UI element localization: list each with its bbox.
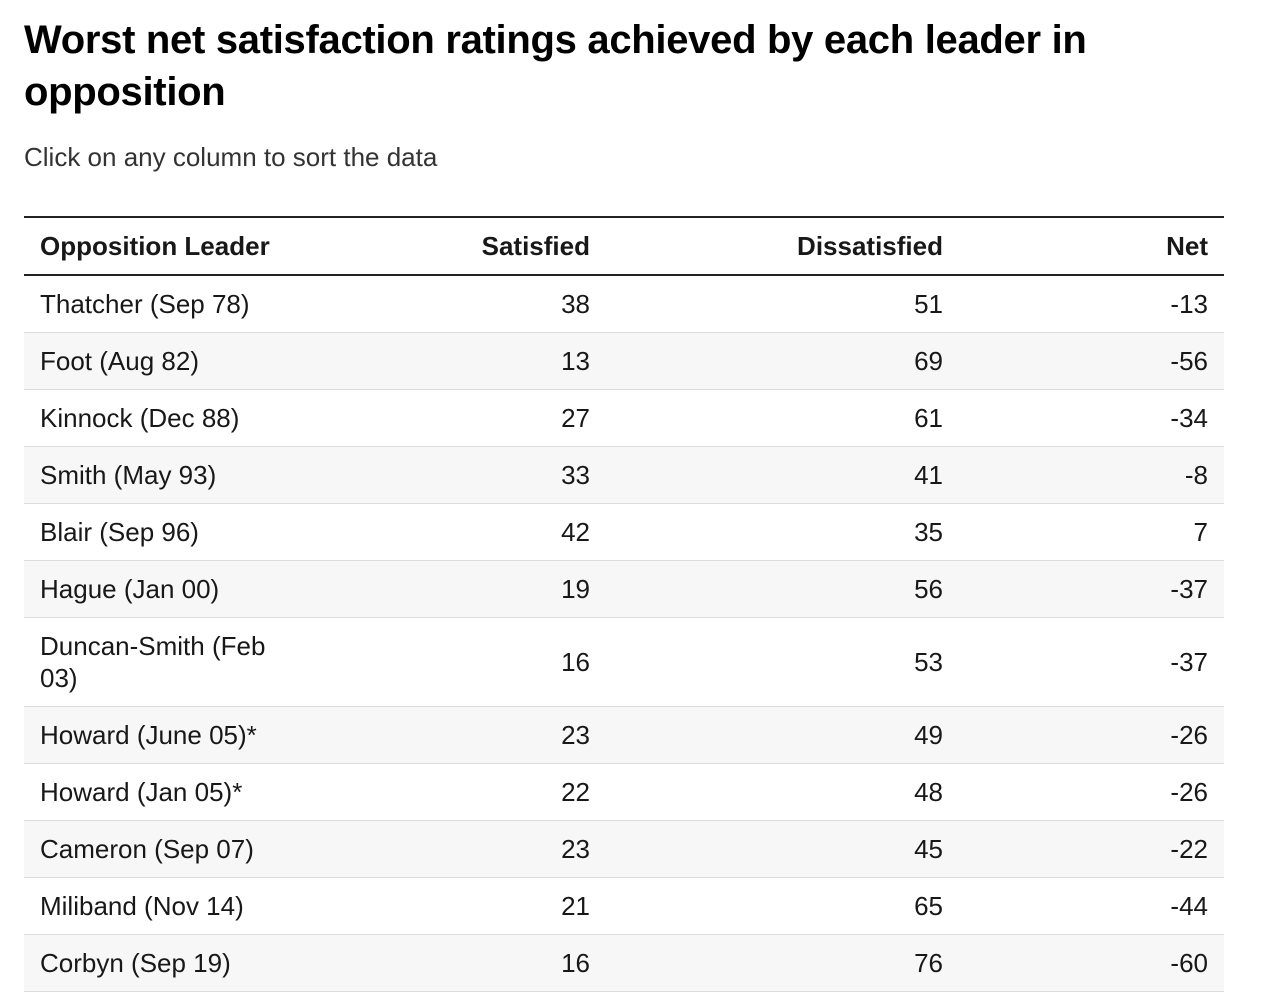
table-row: Corbyn (Sep 19) 16 76 -60 bbox=[24, 934, 1224, 992]
value-cell: 33 bbox=[300, 446, 606, 504]
table-row: Cameron (Sep 07) 23 45 -22 bbox=[24, 820, 1224, 878]
table-row: Thatcher (Sep 78) 38 51 -13 bbox=[24, 275, 1224, 333]
table-row: Howard (Jan 05)* 22 48 -26 bbox=[24, 763, 1224, 821]
value-cell: 23 bbox=[300, 820, 606, 878]
value-cell: 53 bbox=[606, 617, 959, 707]
value-cell: 23 bbox=[300, 706, 606, 764]
value-cell: 76 bbox=[606, 934, 959, 992]
leader-cell: Howard (June 05)* bbox=[24, 706, 300, 764]
value-cell: 41 bbox=[606, 446, 959, 504]
value-cell: 21 bbox=[300, 877, 606, 935]
leader-cell: Blair (Sep 96) bbox=[24, 503, 300, 561]
value-cell: 65 bbox=[606, 877, 959, 935]
value-cell: -22 bbox=[959, 820, 1224, 878]
value-cell: -56 bbox=[959, 332, 1224, 390]
table-body: Thatcher (Sep 78) 38 51 -13 Foot (Aug 82) 13 6… bbox=[24, 275, 1224, 992]
value-cell: -44 bbox=[959, 877, 1224, 935]
leader-cell: Hague (Jan 00) bbox=[24, 560, 300, 618]
value-cell: 69 bbox=[606, 332, 959, 390]
table-row: Kinnock (Dec 88) 27 61 -34 bbox=[24, 389, 1224, 447]
leader-cell: Corbyn (Sep 19) bbox=[24, 934, 300, 992]
value-cell: -26 bbox=[959, 763, 1224, 821]
title: Worst net satisfaction ratings achieved … bbox=[24, 18, 1087, 114]
leader-cell: Thatcher (Sep 78) bbox=[24, 275, 300, 333]
value-cell: 27 bbox=[300, 389, 606, 447]
value-cell: 51 bbox=[606, 275, 959, 333]
leader-cell: Duncan-Smith (Feb 03) bbox=[24, 617, 300, 707]
leader-cell: Cameron (Sep 07) bbox=[24, 820, 300, 878]
value-cell: 16 bbox=[300, 934, 606, 992]
header-row: Opposition Leader Satisfied Dissatisfied Ne… bbox=[24, 216, 1224, 276]
value-cell: -8 bbox=[959, 446, 1224, 504]
table-row: Howard (June 05)* 23 49 -26 bbox=[24, 706, 1224, 764]
value-cell: 13 bbox=[300, 332, 606, 390]
leader-cell: Miliband (Nov 14) bbox=[24, 877, 300, 935]
column-header[interactable]: Opposition Leader bbox=[24, 216, 300, 276]
table-row: Miliband (Nov 14) 21 65 -44 bbox=[24, 877, 1224, 935]
value-cell: 42 bbox=[300, 503, 606, 561]
value-cell: 49 bbox=[606, 706, 959, 764]
value-cell: -13 bbox=[959, 275, 1224, 333]
value-cell: -37 bbox=[959, 560, 1224, 618]
subtitle: Click on any column to sort the data bbox=[24, 142, 438, 172]
leader-cell: Kinnock (Dec 88) bbox=[24, 389, 300, 447]
column-header[interactable]: Dissatisfied bbox=[606, 216, 959, 276]
leader-cell: Howard (Jan 05)* bbox=[24, 763, 300, 821]
value-cell: 35 bbox=[606, 503, 959, 561]
value-cell: 38 bbox=[300, 275, 606, 333]
column-header[interactable]: Net bbox=[959, 216, 1224, 276]
value-cell: 7 bbox=[959, 503, 1224, 561]
table-row: Duncan-Smith (Feb 03) 16 53 -37 bbox=[24, 617, 1224, 707]
value-cell: -37 bbox=[959, 617, 1224, 707]
value-cell: 19 bbox=[300, 560, 606, 618]
leader-cell: Foot (Aug 82) bbox=[24, 332, 300, 390]
value-cell: 61 bbox=[606, 389, 959, 447]
value-cell: 22 bbox=[300, 763, 606, 821]
column-header[interactable]: Satisfied bbox=[300, 216, 606, 276]
value-cell: -60 bbox=[959, 934, 1224, 992]
value-cell: 16 bbox=[300, 617, 606, 707]
value-cell: -26 bbox=[959, 706, 1224, 764]
data-table: Opposition Leader Satisfied Dissatisfied Ne… bbox=[24, 216, 1224, 992]
value-cell: -34 bbox=[959, 389, 1224, 447]
table-head: Opposition Leader Satisfied Dissatisfied Ne… bbox=[24, 216, 1224, 276]
table-row: Hague (Jan 00) 19 56 -37 bbox=[24, 560, 1224, 618]
table-widget: Worst net satisfaction ratings achieved … bbox=[24, 14, 1224, 992]
table-row: Foot (Aug 82) 13 69 -56 bbox=[24, 332, 1224, 390]
value-cell: 48 bbox=[606, 763, 959, 821]
leader-cell: Smith (May 93) bbox=[24, 446, 300, 504]
table-row: Smith (May 93) 33 41 -8 bbox=[24, 446, 1224, 504]
value-cell: 45 bbox=[606, 820, 959, 878]
table-row: Blair (Sep 96) 42 35 7 bbox=[24, 503, 1224, 561]
value-cell: 56 bbox=[606, 560, 959, 618]
